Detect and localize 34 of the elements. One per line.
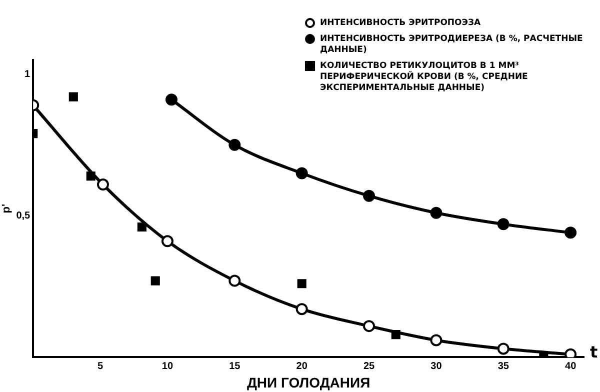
point — [137, 222, 146, 232]
y-tick-label: 1 — [24, 68, 31, 80]
text: t — [590, 342, 598, 362]
point — [96, 178, 109, 191]
legend-label: ИНТЕНСИВНОСТЬ ЭРИТРОПОЭЗА — [320, 18, 481, 29]
point — [166, 94, 178, 106]
x-tick-label: 35 — [498, 360, 510, 372]
x-tick-label: 25 — [363, 360, 376, 372]
point — [430, 206, 442, 219]
point — [564, 226, 577, 239]
point — [161, 235, 174, 248]
point — [296, 303, 308, 316]
point — [228, 274, 241, 287]
point — [68, 92, 78, 102]
point — [297, 279, 306, 288]
point — [296, 167, 308, 180]
point — [363, 190, 376, 202]
point — [497, 218, 510, 230]
point — [228, 138, 241, 151]
legend-label: КОЛИЧЕСТВО РЕТИКУЛОЦИТОВ В 1 ММ³ ПЕРИФЕРИЧЕСКОЙ КРОВИ (В %, СРЕДНИЕ ЭКСПЕРИМЕНТАЛЬНЫЕ ДАННЫЕ) — [320, 61, 529, 94]
x-tick-label: 30 — [430, 360, 442, 372]
legend-label: ИНТЕНСИВНОСТЬ ЭРИТРОДИЕРЕЗА (В %, РАСЧЕТНЫЕ ДАННЫЕ) — [320, 34, 584, 56]
x-tick-label: 15 — [229, 360, 241, 372]
x-axis-title: ДНИ ГОЛОДАНИЯ — [246, 374, 370, 390]
x-tick-label: 20 — [296, 360, 308, 372]
x-tick-label: 10 — [162, 360, 174, 372]
x-tick-label: 40 — [565, 360, 577, 372]
point — [150, 276, 160, 286]
point — [497, 342, 510, 355]
x-tick-label: 5 — [98, 360, 104, 372]
y-tick-label: 0,5 — [16, 210, 31, 222]
point — [363, 320, 376, 332]
point — [430, 334, 442, 346]
y-axis-title: p' — [0, 204, 13, 214]
